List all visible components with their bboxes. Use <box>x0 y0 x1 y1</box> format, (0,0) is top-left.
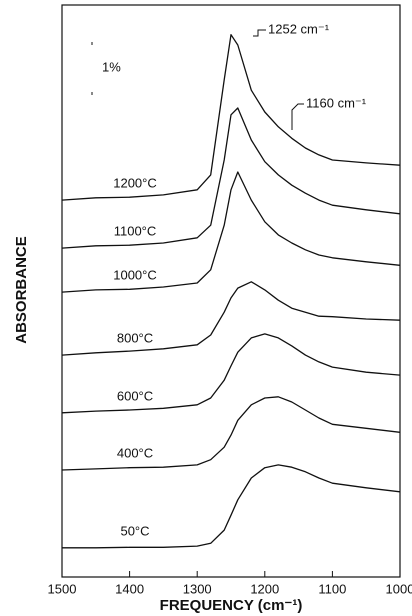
spectrum-line <box>61 107 401 249</box>
series-label: 400°C <box>117 445 153 460</box>
annotation: 1252 cm⁻¹ <box>268 21 330 36</box>
spectrum-line <box>61 281 401 356</box>
plot-frame <box>61 4 401 578</box>
scale-label: 1% <box>102 59 121 74</box>
spectrum-line <box>61 171 401 293</box>
series-label: 800°C <box>117 331 153 346</box>
x-tick-label: 1000 <box>386 581 412 596</box>
series-label: 50°C <box>120 523 149 538</box>
spectrum-line <box>61 333 401 414</box>
spectrum-line <box>61 396 401 471</box>
annotation-leader <box>291 103 304 130</box>
x-axis-label: FREQUENCY (cm⁻¹) <box>160 597 303 614</box>
x-tick-label: 1400 <box>115 581 144 596</box>
annotation-leader <box>253 29 266 37</box>
x-tick-label: 1300 <box>183 581 212 596</box>
x-tick-label: 1200 <box>250 581 279 596</box>
y-axis-label: ABSORBANCE <box>13 236 30 344</box>
series-label: 600°C <box>117 388 153 403</box>
spectrum-line <box>61 34 401 201</box>
series-label: 1200°C <box>113 175 157 190</box>
annotation: 1160 cm⁻¹ <box>306 95 367 110</box>
series-label: 1000°C <box>113 268 157 283</box>
x-tick-label: 1500 <box>48 581 77 596</box>
spectrum-line <box>62 464 401 549</box>
series-label: 1100°C <box>114 224 157 239</box>
x-tick-label: 1100 <box>318 581 346 596</box>
